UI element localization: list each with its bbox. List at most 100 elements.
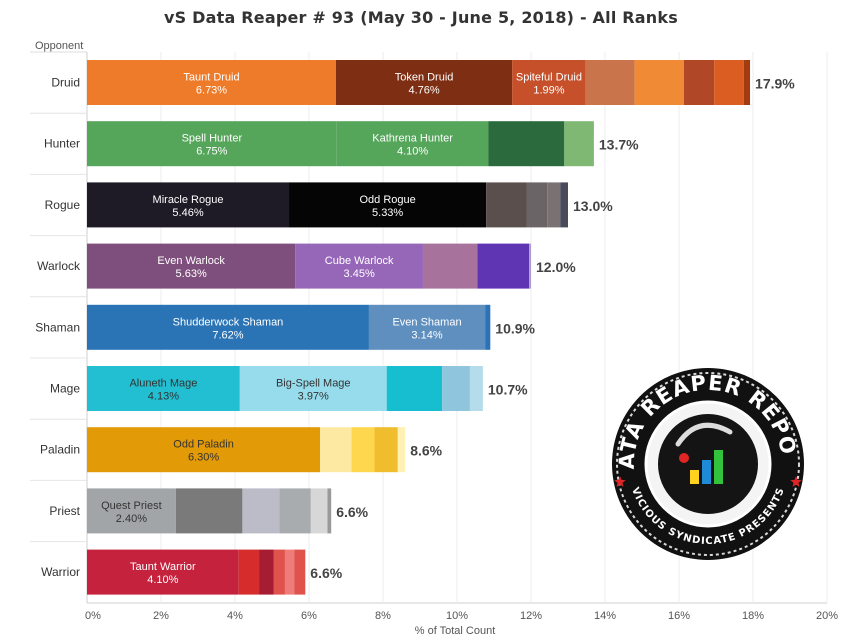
bar-segment[interactable] [564,121,594,167]
bar-segment[interactable] [87,366,240,411]
bar-segment[interactable] [175,488,243,534]
bar-segment[interactable] [87,488,176,534]
bar-segment[interactable] [87,549,239,595]
x-tick-label: 8% [375,610,391,622]
segment-name-label: Aluneth Mage [129,378,197,390]
bar-segment[interactable] [327,488,332,534]
bar-segment[interactable] [368,304,486,350]
total-label: 17.9% [755,76,795,92]
bar-segment[interactable] [560,182,568,228]
bar-segment[interactable] [486,182,527,228]
bar-segment[interactable] [442,366,470,411]
segment-name-label: Quest Priest [101,500,162,512]
segment-value-label: 2.40% [116,513,147,525]
segment-value-label: 6.73% [196,85,227,97]
segment-value-label: 4.76% [408,85,439,97]
total-label: 10.7% [488,382,528,398]
bar-segment[interactable] [336,121,489,167]
bar-segment[interactable] [294,549,306,595]
bar-segment[interactable] [397,427,406,473]
x-tick-label: 14% [594,610,616,622]
bar-segment[interactable] [87,121,337,167]
bar-segment[interactable] [259,549,274,595]
bar-segment[interactable] [289,182,487,228]
bar-segment[interactable] [422,243,478,289]
x-tick-label: 20% [816,610,838,622]
segment-name-label: Odd Rogue [359,194,415,206]
segment-value-label: 3.14% [411,329,442,341]
segment-name-label: Even Warlock [157,255,225,267]
total-label: 10.9% [495,320,535,336]
bar-segment[interactable] [526,182,548,228]
bar-segment[interactable] [87,427,321,473]
bar-segment[interactable] [87,304,369,350]
bar-segment[interactable] [714,60,744,105]
segment-value-label: 3.45% [344,268,375,280]
badge-star-icon [614,476,626,487]
bar-segment[interactable] [469,366,483,411]
bar-segment[interactable] [374,427,398,473]
bar-segment[interactable] [310,488,328,534]
bar-segment[interactable] [585,60,635,105]
segment-value-label: 3.97% [298,391,329,403]
category-label: Rogue [45,198,81,212]
bar-segment[interactable] [239,366,387,411]
segment-value-label: 6.30% [188,452,219,464]
y-axis-title: Opponent [35,40,83,52]
category-label: Hunter [44,137,80,151]
bar-segment[interactable] [284,549,295,595]
bar-segment[interactable] [743,60,751,105]
bar-segment[interactable] [485,304,491,350]
segment-name-label: Odd Paladin [173,439,234,451]
x-tick-label: 0% [85,610,101,622]
badge-bar-icon [702,460,711,484]
bar-segment[interactable] [512,60,586,105]
category-label: Warrior [41,565,80,579]
segment-name-label: Big-Spell Mage [276,378,351,390]
x-tick-label: 18% [742,610,764,622]
segment-value-label: 5.33% [372,207,403,219]
bar-segment[interactable] [87,182,290,228]
bar-segment[interactable] [529,243,531,289]
bar-segment[interactable] [634,60,684,105]
segment-name-label: Kathrena Hunter [372,133,453,145]
bar-segment[interactable] [242,488,280,534]
category-label: Mage [50,382,80,396]
badge-bar-icon [714,450,723,484]
bar-segment[interactable] [488,121,565,167]
bar-segment[interactable] [683,60,715,105]
category-label: Shaman [35,320,80,334]
bar-segment[interactable] [320,427,352,473]
x-tick-label: 2% [153,610,169,622]
bar-segment[interactable] [87,243,296,289]
bar-segment[interactable] [351,427,375,473]
category-label: Druid [51,76,80,90]
bar-segment[interactable] [279,488,311,534]
segment-name-label: Even Shaman [392,316,461,328]
segment-value-label: 7.62% [212,329,243,341]
total-label: 13.7% [599,137,639,153]
total-label: 13.0% [573,198,613,214]
bar-segment[interactable] [547,182,561,228]
bar-segment[interactable] [238,549,260,595]
bar-segment[interactable] [386,366,443,411]
bar-segment[interactable] [477,243,530,289]
bar-segment[interactable] [273,549,285,595]
segment-name-label: Taunt Warrior [130,561,196,573]
segment-name-label: Miracle Rogue [153,194,224,206]
segment-name-label: Spiteful Druid [516,72,582,84]
bar-segment[interactable] [295,243,423,289]
segment-value-label: 4.10% [147,574,178,586]
bar-segment[interactable] [336,60,513,105]
category-label: Priest [49,504,80,518]
segment-value-label: 4.10% [397,146,428,158]
bar-segment[interactable] [87,60,337,105]
category-label: Paladin [40,443,80,457]
